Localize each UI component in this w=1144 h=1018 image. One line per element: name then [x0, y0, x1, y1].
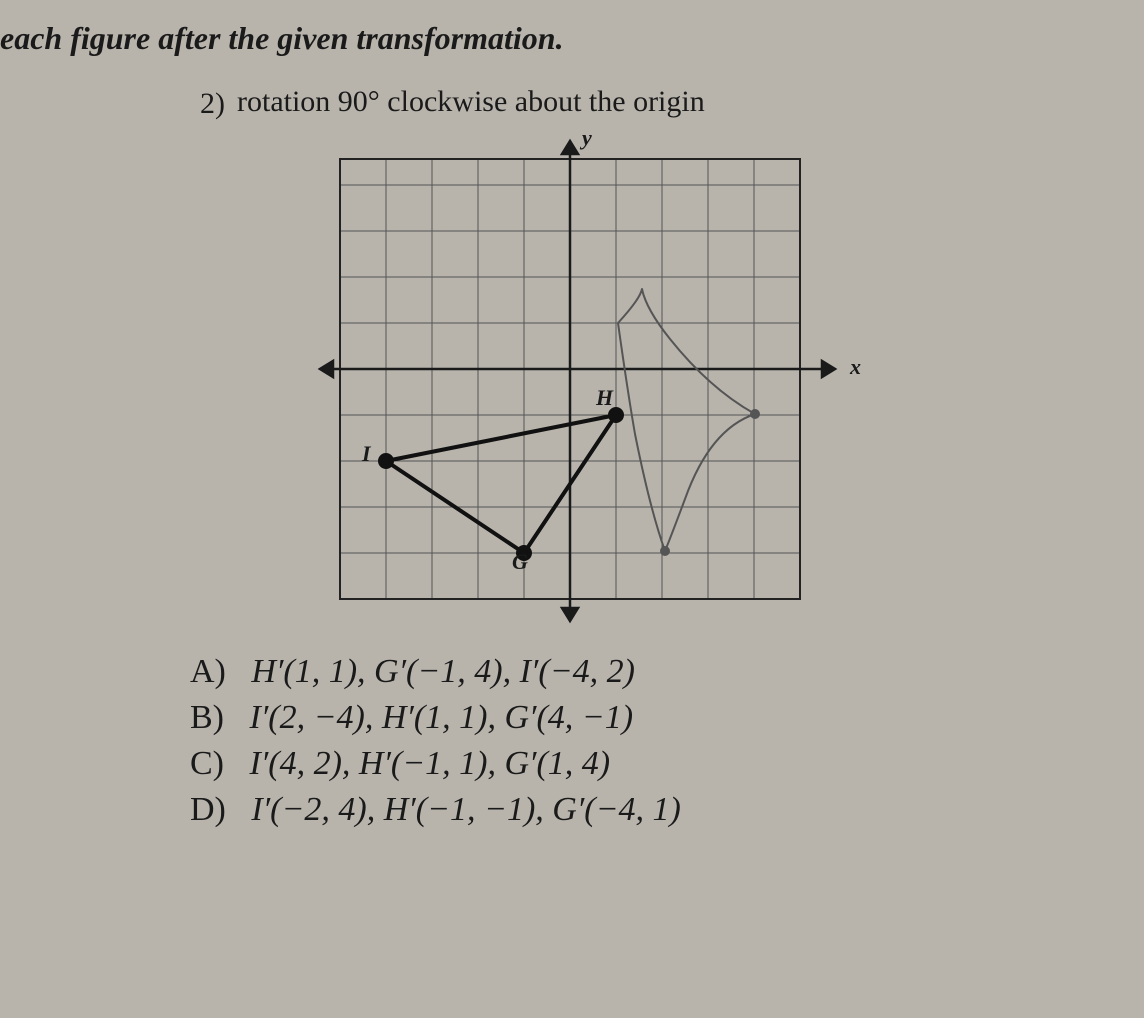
choice-c: C) I′(4, 2), H′(−1, 1), G′(1, 4): [190, 741, 1144, 787]
problem-statement: 2) rotation 90° clockwise about the orig…: [0, 85, 1144, 121]
choice-letter: D): [190, 791, 226, 828]
section-heading: each figure after the given transformati…: [0, 20, 1144, 57]
coordinate-graph: y x H G I: [290, 129, 850, 629]
choice-text: I′(4, 2), H′(−1, 1), G′(1, 4): [250, 745, 611, 782]
choice-d: D) I′(−2, 4), H′(−1, −1), G′(−4, 1): [190, 787, 1144, 833]
axes: [320, 141, 835, 621]
choice-letter: B): [190, 699, 224, 736]
choice-text: H′(1, 1), G′(−1, 4), I′(−4, 2): [251, 653, 635, 690]
student-sketch: [618, 289, 759, 555]
vertex-label-g: G: [512, 549, 528, 575]
vertex-label-i: I: [362, 441, 371, 467]
triangle-hgi: [380, 409, 622, 559]
choice-a: A) H′(1, 1), G′(−1, 4), I′(−4, 2): [190, 649, 1144, 695]
y-axis-label: y: [582, 125, 592, 151]
choice-letter: C): [190, 745, 224, 782]
problem-text: rotation 90° clockwise about the origin: [237, 85, 705, 119]
choice-b: B) I′(2, −4), H′(1, 1), G′(4, −1): [190, 695, 1144, 741]
vertex-label-h: H: [596, 385, 613, 411]
problem-number: 2): [200, 85, 225, 121]
x-axis-label: x: [850, 354, 861, 380]
choice-letter: A): [190, 653, 226, 690]
answer-choices: A) H′(1, 1), G′(−1, 4), I′(−4, 2) B) I′(…: [0, 649, 1144, 833]
worksheet-page: each figure after the given transformati…: [0, 0, 1144, 833]
graph-svg: [290, 129, 850, 629]
choice-text: I′(2, −4), H′(1, 1), G′(4, −1): [250, 699, 634, 736]
choice-text: I′(−2, 4), H′(−1, −1), G′(−4, 1): [251, 791, 680, 828]
